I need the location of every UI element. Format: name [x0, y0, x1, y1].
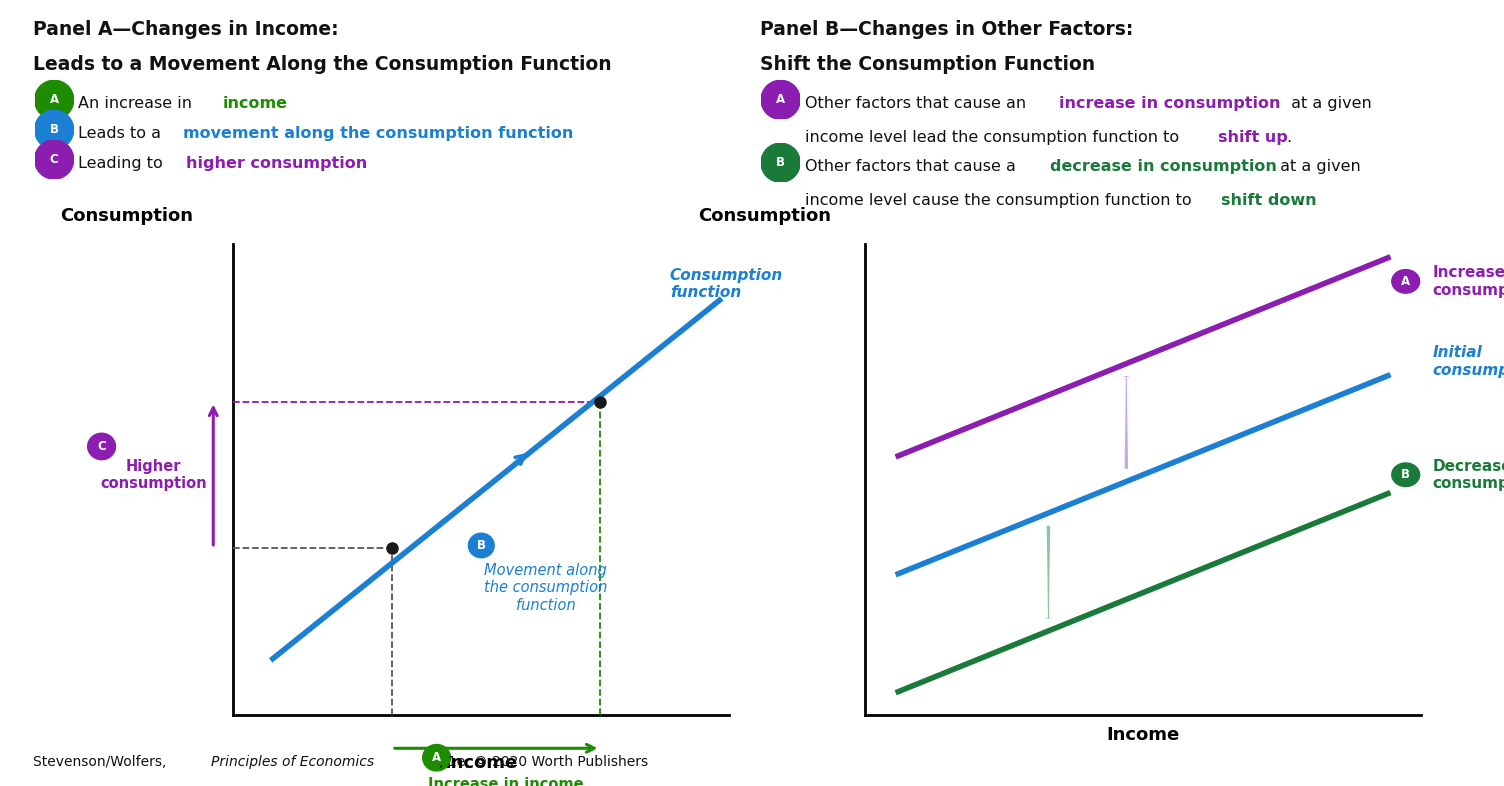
Text: B: B: [477, 539, 486, 552]
Circle shape: [423, 744, 451, 771]
Text: shift down: shift down: [1221, 193, 1318, 208]
Text: Shift the Consumption Function: Shift the Consumption Function: [760, 55, 1095, 74]
Text: A: A: [50, 94, 59, 106]
Text: Increased
consumption: Increased consumption: [1432, 265, 1504, 298]
Text: A: A: [432, 751, 441, 764]
Text: B: B: [776, 156, 785, 169]
Text: Other factors that cause a: Other factors that cause a: [805, 159, 1021, 174]
Text: Leads to a: Leads to a: [78, 126, 167, 141]
Circle shape: [468, 533, 495, 558]
Text: Increase in income: Increase in income: [429, 777, 584, 786]
Y-axis label: Consumption: Consumption: [698, 207, 832, 225]
Text: B: B: [50, 123, 59, 136]
Text: movement along the consumption function: movement along the consumption function: [183, 126, 575, 141]
Circle shape: [1391, 463, 1420, 487]
Text: higher consumption: higher consumption: [186, 156, 368, 171]
Text: A: A: [1402, 275, 1411, 288]
Text: Higher
consumption: Higher consumption: [101, 458, 208, 491]
Text: Stevenson/Wolfers,: Stevenson/Wolfers,: [33, 755, 171, 769]
X-axis label: Income: Income: [445, 754, 517, 772]
Text: Panel B—Changes in Other Factors:: Panel B—Changes in Other Factors:: [760, 20, 1133, 39]
Text: increase in consumption: increase in consumption: [1059, 96, 1280, 111]
Text: Other factors that cause an: Other factors that cause an: [805, 96, 1030, 111]
Text: Consumption
function: Consumption function: [669, 268, 784, 300]
Text: , 1e, © 2020 Worth Publishers: , 1e, © 2020 Worth Publishers: [439, 755, 648, 769]
Text: income level cause the consumption function to: income level cause the consumption funct…: [805, 193, 1196, 208]
Circle shape: [35, 140, 74, 179]
Circle shape: [761, 143, 800, 182]
X-axis label: Income: Income: [1107, 726, 1179, 744]
Text: at a given: at a given: [1275, 159, 1361, 174]
Text: .: .: [1286, 130, 1290, 145]
Text: A: A: [776, 94, 785, 106]
Text: Leading to: Leading to: [78, 156, 168, 171]
Text: Principles of Economics: Principles of Economics: [211, 755, 373, 769]
Text: .: .: [1298, 193, 1302, 208]
Text: B: B: [1402, 468, 1411, 481]
Circle shape: [761, 80, 800, 119]
Text: shift up: shift up: [1218, 130, 1287, 145]
Text: Panel A—Changes in Income:: Panel A—Changes in Income:: [33, 20, 338, 39]
Text: Leads to a Movement Along the Consumption Function: Leads to a Movement Along the Consumptio…: [33, 55, 612, 74]
Text: at a given: at a given: [1286, 96, 1372, 111]
Text: C: C: [98, 440, 105, 453]
Text: income: income: [223, 96, 287, 111]
Text: income level lead the consumption function to: income level lead the consumption functi…: [805, 130, 1184, 145]
Text: Movement along
the consumption
function: Movement along the consumption function: [484, 563, 608, 613]
Text: decrease in consumption: decrease in consumption: [1050, 159, 1277, 174]
Circle shape: [35, 80, 74, 119]
Text: Decreased
consumption: Decreased consumption: [1432, 458, 1504, 491]
Circle shape: [87, 433, 116, 460]
Circle shape: [1391, 270, 1420, 293]
Text: An increase in: An increase in: [78, 96, 197, 111]
Text: Initial
consumption: Initial consumption: [1432, 345, 1504, 378]
Y-axis label: Consumption: Consumption: [60, 207, 194, 225]
Text: C: C: [50, 153, 59, 166]
Circle shape: [35, 110, 74, 149]
